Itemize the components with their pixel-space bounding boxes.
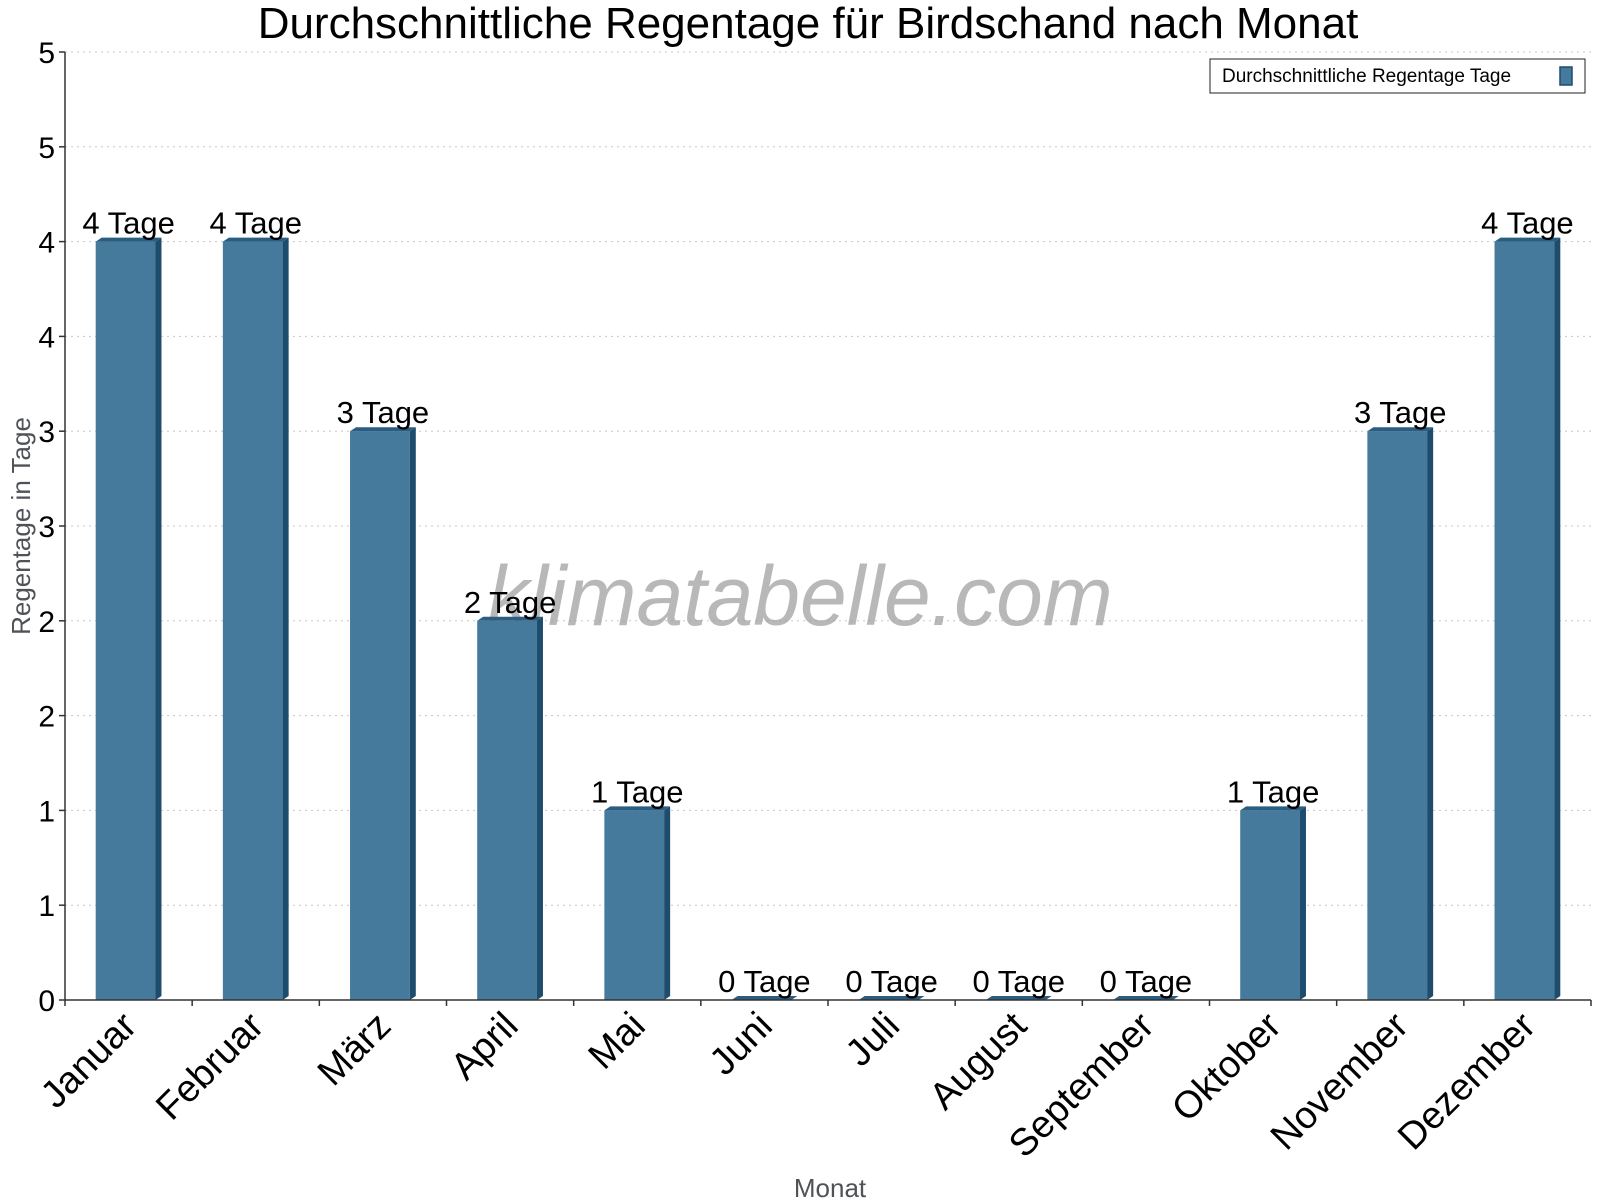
data-label: 0 Tage bbox=[1100, 964, 1193, 999]
x-tick-label: November bbox=[1263, 1004, 1417, 1158]
data-label: 3 Tage bbox=[1354, 395, 1447, 430]
bar-front bbox=[95, 241, 156, 1001]
x-axis-ticks: Januar Februar März April Mai Juni Juli AugustS… bbox=[33, 1000, 1592, 1166]
x-tick-label: Dezember bbox=[1390, 1004, 1544, 1158]
grid-lines bbox=[65, 51, 1591, 906]
bar-side bbox=[282, 237, 289, 1001]
bar-front bbox=[1240, 810, 1300, 1000]
bar-top bbox=[731, 996, 798, 1000]
y-tick-label: 2 bbox=[38, 701, 55, 734]
bar bbox=[1113, 996, 1179, 1000]
bar-side bbox=[1299, 806, 1306, 1000]
data-label: 1 Tage bbox=[591, 774, 684, 809]
y-axis-ticks: 0 1 1 2 2 3 3 4 4 5 5 bbox=[38, 37, 65, 1018]
x-tick-label: Januar bbox=[33, 1004, 145, 1116]
data-label: 2 Tage bbox=[464, 585, 557, 620]
bar bbox=[731, 996, 798, 1000]
y-tick-label: 4 bbox=[38, 227, 55, 260]
x-axis-label: Monat bbox=[794, 1173, 867, 1200]
y-tick-label: 5 bbox=[38, 37, 55, 70]
bar bbox=[350, 427, 416, 1000]
data-label: 0 Tage bbox=[845, 964, 938, 999]
bar-top bbox=[604, 806, 671, 811]
bar-front bbox=[350, 431, 410, 1000]
chart-title: Durchschnittliche Regentage für Birdscha… bbox=[258, 0, 1359, 48]
bar bbox=[1240, 806, 1306, 1000]
bar bbox=[858, 996, 925, 1000]
bar bbox=[95, 237, 162, 1001]
bar-side bbox=[536, 616, 543, 1000]
bar-top bbox=[1113, 996, 1179, 1000]
bar-side bbox=[664, 806, 671, 1000]
y-tick-label: 2 bbox=[38, 606, 55, 639]
bar-top bbox=[985, 996, 1052, 1000]
y-tick-label: 5 bbox=[38, 132, 55, 165]
bar-top bbox=[1494, 237, 1561, 242]
y-tick-label: 4 bbox=[38, 321, 55, 354]
bar bbox=[1494, 237, 1561, 1001]
y-tick-label: 3 bbox=[38, 511, 55, 544]
bar-top bbox=[350, 427, 416, 432]
data-label: 4 Tage bbox=[209, 206, 302, 241]
data-label: 0 Tage bbox=[718, 964, 811, 999]
bar bbox=[604, 806, 671, 1000]
bar-top bbox=[1367, 427, 1434, 432]
bar-side bbox=[409, 427, 416, 1000]
bar bbox=[985, 996, 1052, 1000]
y-tick-label: 1 bbox=[38, 795, 55, 828]
bar-side bbox=[1554, 237, 1561, 1001]
x-tick-label: Juni bbox=[702, 1005, 781, 1084]
legend: Durchschnittliche Regentage Tage bbox=[1209, 58, 1586, 94]
x-tick-label: März bbox=[310, 1005, 399, 1094]
bar bbox=[477, 616, 543, 1000]
y-tick-label: 3 bbox=[38, 416, 55, 449]
bar bbox=[222, 237, 289, 1001]
bar-side bbox=[155, 237, 162, 1001]
x-tick-label: Februar bbox=[148, 1004, 272, 1128]
data-labels: 4 Tage 4 Tage 3 Tage 2 Tage 1 Tage 0 Tage 0 Ta… bbox=[82, 206, 1573, 999]
watermark: klimatabelle.com bbox=[487, 549, 1113, 643]
x-tick-label: April bbox=[443, 1005, 526, 1088]
y-tick-label: 1 bbox=[38, 890, 55, 923]
bar-top bbox=[222, 237, 289, 242]
bar-series bbox=[95, 237, 1561, 1001]
x-tick-label: August bbox=[922, 1004, 1036, 1118]
bar-front bbox=[222, 241, 283, 1001]
bar-top bbox=[477, 616, 543, 621]
x-tick-label: Mai bbox=[581, 1005, 654, 1078]
legend-label: Durchschnittliche Regentage Tage bbox=[1222, 66, 1511, 87]
bar-front bbox=[1494, 241, 1555, 1001]
bar-top bbox=[95, 237, 162, 242]
data-label: 0 Tage bbox=[972, 964, 1065, 999]
y-axis-label: Regentage in Tage bbox=[6, 417, 36, 635]
legend-swatch bbox=[1559, 66, 1573, 86]
x-tick-label: Oktober bbox=[1164, 1004, 1290, 1130]
bar-top bbox=[1240, 806, 1306, 811]
bar-front bbox=[604, 810, 665, 1000]
data-label: 4 Tage bbox=[82, 206, 175, 241]
data-label: 4 Tage bbox=[1481, 206, 1574, 241]
bar-front bbox=[477, 620, 537, 1000]
bar-side bbox=[1427, 427, 1434, 1000]
bar-top bbox=[858, 996, 925, 1000]
x-tick-label: Juli bbox=[838, 1005, 908, 1075]
bar bbox=[1367, 427, 1434, 1000]
y-tick-label: 0 bbox=[38, 985, 55, 1018]
bar-front bbox=[1367, 431, 1428, 1000]
data-label: 3 Tage bbox=[337, 395, 430, 430]
legend-box bbox=[1209, 58, 1586, 94]
data-label: 1 Tage bbox=[1227, 774, 1320, 809]
